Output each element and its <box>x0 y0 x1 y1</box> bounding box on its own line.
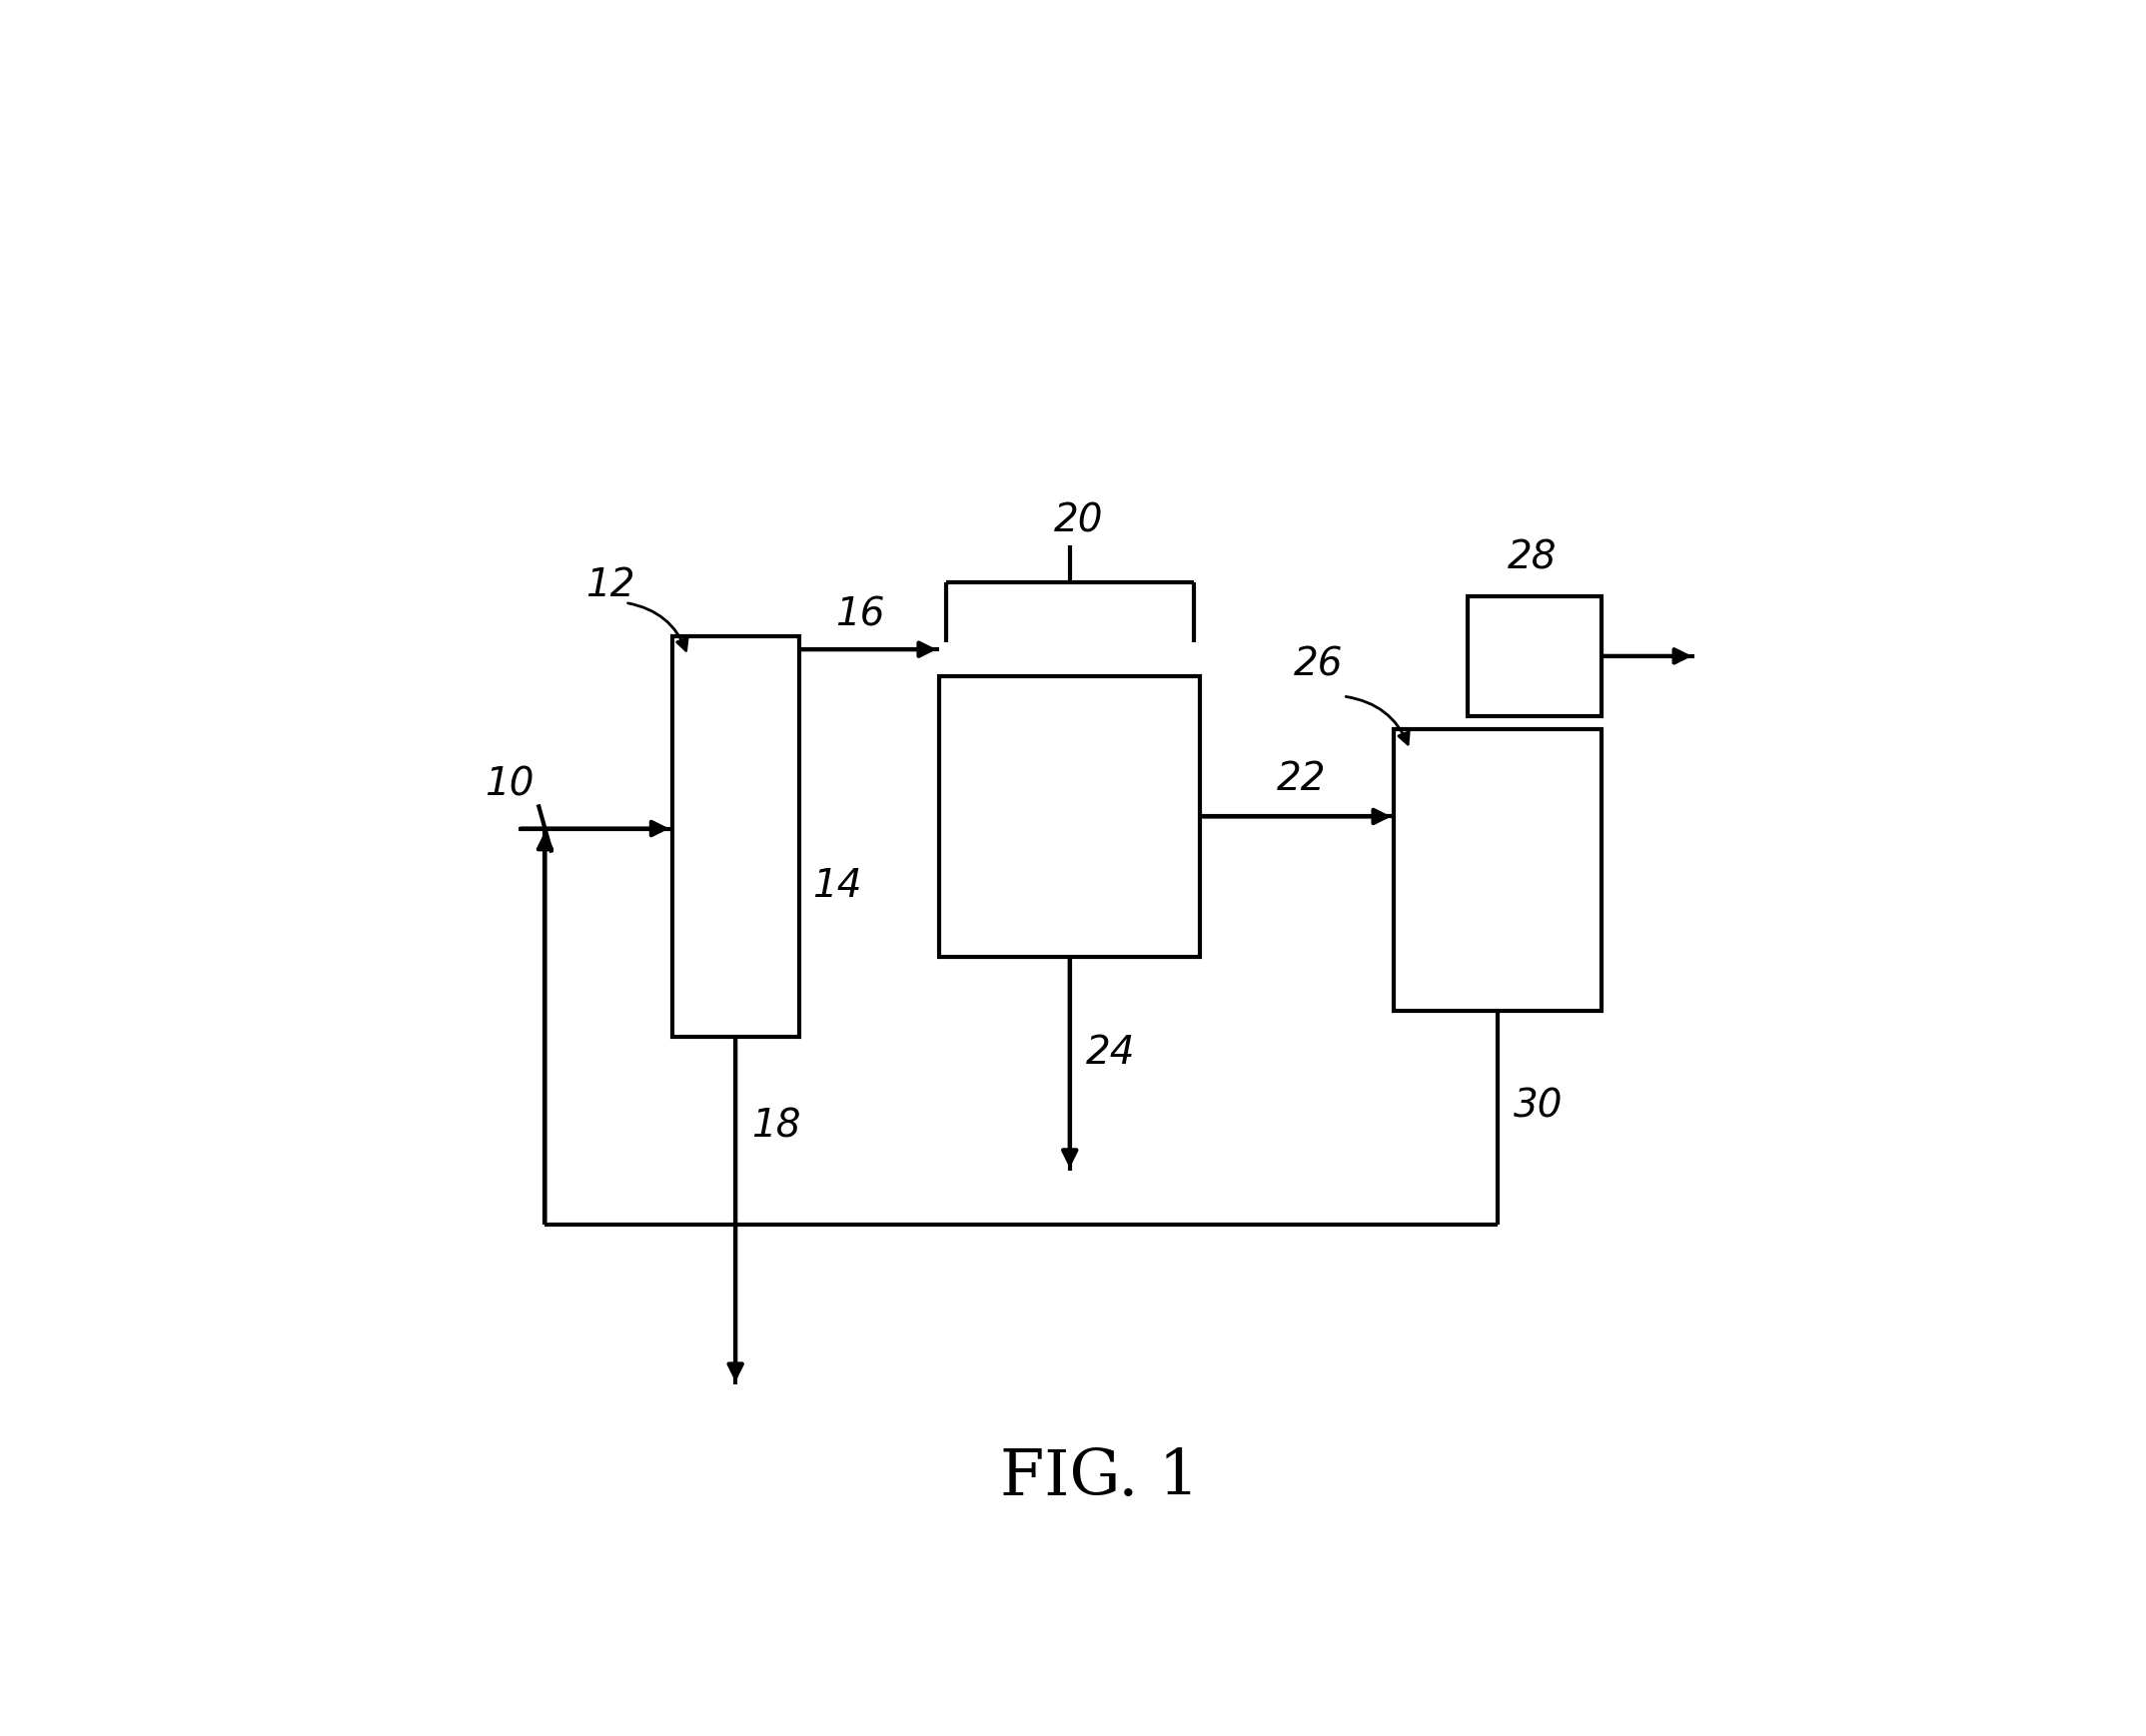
Text: 28: 28 <box>1509 540 1558 578</box>
Bar <box>940 675 1200 957</box>
Text: 16: 16 <box>835 595 884 634</box>
Text: 30: 30 <box>1513 1087 1562 1125</box>
Text: 14: 14 <box>813 866 863 904</box>
Text: FIG. 1: FIG. 1 <box>1000 1448 1200 1509</box>
Text: 10: 10 <box>485 766 534 804</box>
Text: 18: 18 <box>751 1108 800 1146</box>
Bar <box>672 635 798 1036</box>
Text: 12: 12 <box>586 566 635 604</box>
Text: 20: 20 <box>1054 502 1103 540</box>
Bar <box>1468 595 1601 717</box>
Text: 22: 22 <box>1277 760 1326 799</box>
Text: 26: 26 <box>1294 646 1343 684</box>
Text: 24: 24 <box>1086 1035 1135 1071</box>
Bar <box>1395 729 1601 1010</box>
